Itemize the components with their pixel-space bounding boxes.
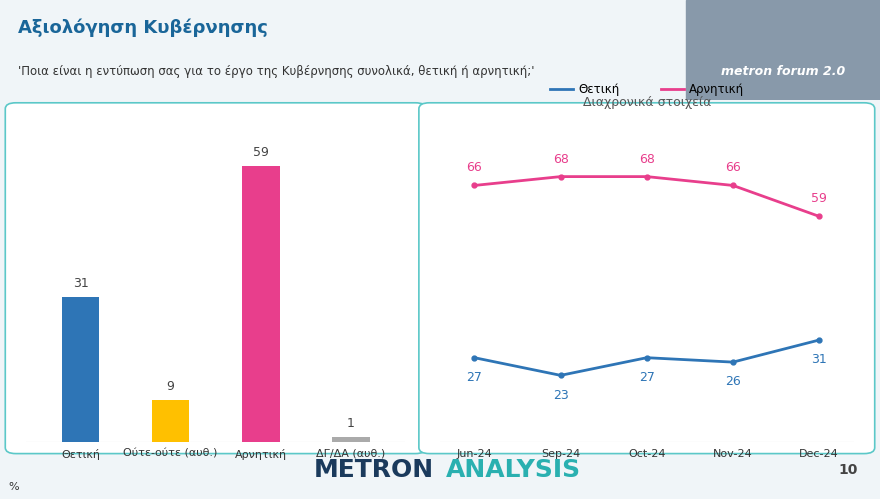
Text: 1: 1 [347,417,355,430]
Bar [332,437,370,442]
Text: 31: 31 [72,277,88,290]
Text: 23: 23 [553,389,568,402]
Text: 26: 26 [725,375,741,388]
Text: METRON: METRON [313,459,434,483]
Title: Διαχρονικά στοιχεία: Διαχρονικά στοιχεία [583,96,711,109]
Text: 68: 68 [553,153,568,166]
Text: metron forum 2.0: metron forum 2.0 [721,65,846,78]
Bar [151,400,189,442]
Text: 59: 59 [253,146,268,159]
Legend: Θετική, Αρνητική: Θετική, Αρνητική [545,78,749,101]
Text: 9: 9 [166,380,174,393]
Text: 27: 27 [466,371,482,384]
Bar [242,166,280,442]
Text: ANALYSIS: ANALYSIS [446,459,582,483]
Text: 59: 59 [811,192,827,205]
Text: Αξιολόγηση Κυβέρνησης: Αξιολόγηση Κυβέρνησης [18,18,268,37]
Bar [686,0,880,100]
Bar [62,297,99,442]
Text: 'Ποια είναι η εντύπωση σας για το έργο της Κυβέρνησης συνολικά, θετική ή αρνητικ: 'Ποια είναι η εντύπωση σας για το έργο τ… [18,65,534,78]
Text: 66: 66 [725,161,741,174]
Text: 10: 10 [839,464,858,478]
Text: 66: 66 [466,161,482,174]
Text: 27: 27 [639,371,655,384]
Text: 31: 31 [811,353,827,366]
Text: 68: 68 [639,153,655,166]
Text: %: % [9,482,19,492]
